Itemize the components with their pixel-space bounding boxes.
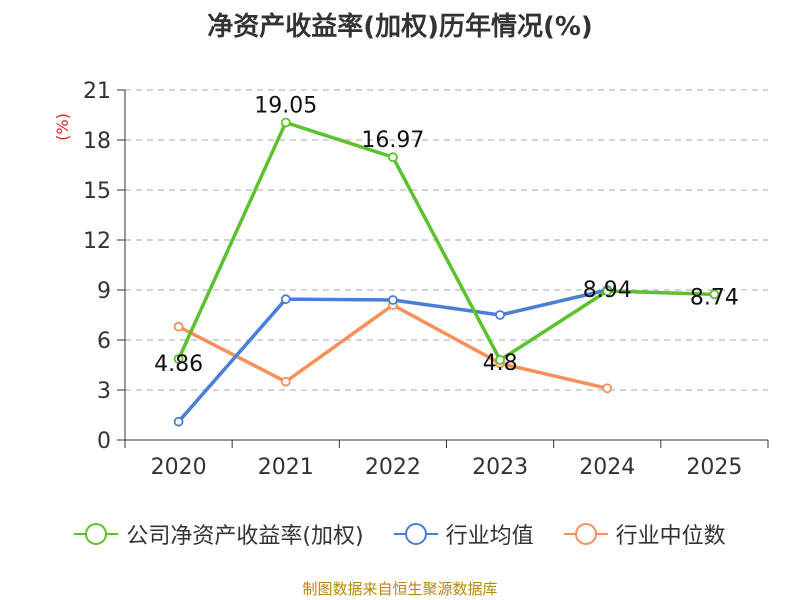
data-label: 4.86 xyxy=(154,352,203,377)
legend-marker-company xyxy=(74,523,119,545)
legend-label-industry-mean: 行业均值 xyxy=(445,524,534,549)
x-tick-label: 2023 xyxy=(472,455,528,480)
data-point-2 xyxy=(280,376,291,387)
data-point-0 xyxy=(388,152,398,163)
y-tick-label: 0 xyxy=(97,429,111,454)
data-point-2 xyxy=(173,321,184,332)
data-label: 4.8 xyxy=(483,351,518,376)
source-note: 制图数据来自恒生聚源数据库 xyxy=(302,580,498,598)
legend-label-industry-median: 行业中位数 xyxy=(615,524,726,549)
series-line-0 xyxy=(176,120,715,362)
legend-item-company[interactable]: 公司净资产收益率(加权) xyxy=(74,518,364,550)
x-tick-label: 2024 xyxy=(579,455,635,480)
data-label: 19.05 xyxy=(254,94,317,119)
x-tick-label: 2025 xyxy=(686,455,742,480)
y-tick-label: 12 xyxy=(83,229,111,254)
x-tick-label: 2021 xyxy=(258,455,314,480)
y-tick-label: 18 xyxy=(83,129,111,154)
data-label: 16.97 xyxy=(361,128,424,153)
y-tick-label: 9 xyxy=(97,279,111,304)
data-label: 8.74 xyxy=(690,285,739,310)
x-tick-label: 2022 xyxy=(365,455,421,480)
y-axis-label: (%) xyxy=(53,113,72,141)
legend-label-company: 公司净资产收益率(加权) xyxy=(126,524,364,549)
data-point-1 xyxy=(173,416,184,427)
legend-marker-industry-mean xyxy=(393,523,438,545)
data-point-1 xyxy=(280,294,291,305)
data-point-2 xyxy=(602,383,613,394)
legend-item-industry-mean[interactable]: 行业均值 xyxy=(393,518,534,550)
data-point-0 xyxy=(173,354,184,364)
legend-marker-industry-median xyxy=(563,523,608,545)
x-tick-label: 2020 xyxy=(151,455,207,480)
chart-title: 净资产收益率(加权)历年情况(%) xyxy=(207,12,593,42)
data-point-1 xyxy=(495,310,505,320)
data-point-1 xyxy=(388,295,398,305)
legend-item-industry-median[interactable]: 行业中位数 xyxy=(563,518,726,550)
legend: 公司净资产收益率(加权) 行业均值 行业中位数 xyxy=(0,518,800,550)
y-tick-label: 15 xyxy=(83,179,111,204)
y-tick-label: 6 xyxy=(97,329,111,354)
y-tick-label: 21 xyxy=(83,79,111,104)
data-point-0 xyxy=(709,289,720,300)
data-label: 8.94 xyxy=(583,278,632,303)
data-point-0 xyxy=(280,117,291,128)
data-point-0 xyxy=(495,355,505,365)
data-point-0 xyxy=(602,286,613,296)
y-tick-label: 3 xyxy=(97,379,111,404)
